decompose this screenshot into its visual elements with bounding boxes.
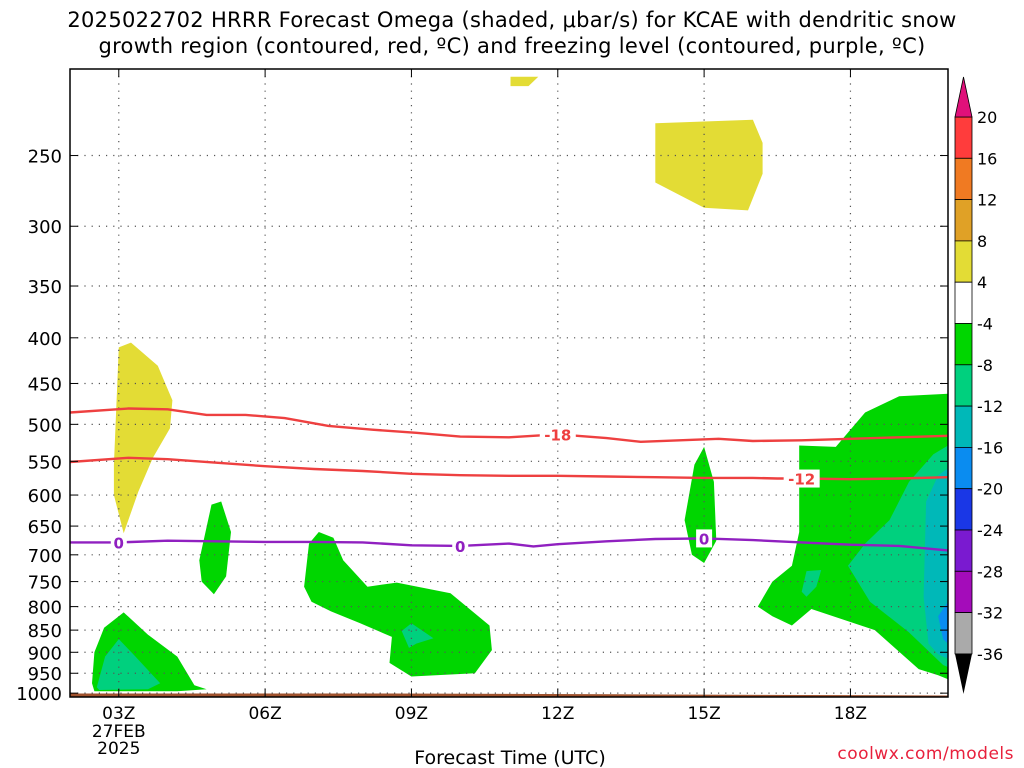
x-tick-label: 12Z — [541, 704, 574, 724]
chart-title-line-1: 2025022702 HRRR Forecast Omega (shaded, … — [67, 8, 957, 32]
contour-line-0 — [70, 537, 949, 552]
colorbar-top-arrow — [954, 76, 973, 118]
colorbar-label: -16 — [977, 438, 1003, 457]
y-tick-label: 500 — [28, 415, 62, 436]
x-tick-label: 09Z — [395, 704, 428, 724]
x-tick-sublabel: 2025 — [97, 739, 140, 759]
colorbar-segment — [954, 405, 973, 448]
omega-region-4..8 — [113, 342, 173, 534]
y-tick-label: 600 — [28, 486, 62, 507]
chart-title-line-2: growth region (contoured, red, ºC) and f… — [98, 34, 926, 58]
colorbar-segment — [954, 240, 973, 283]
y-tick-label: 850 — [28, 621, 62, 642]
y-tick-label: 900 — [28, 643, 62, 664]
y-tick-label: 750 — [28, 573, 62, 594]
ground-layer — [70, 693, 948, 697]
y-tick-label: 1000 — [16, 684, 62, 705]
colorbar-bottom-arrow — [955, 653, 972, 694]
contour-label--18: -18 — [544, 426, 571, 444]
contour-label--12: -12 — [788, 471, 815, 489]
contour-label-bg — [452, 536, 469, 555]
y-tick-label: 550 — [28, 452, 62, 473]
x-axis-label: Forecast Time (UTC) — [414, 747, 605, 768]
x-tick-label: 18Z — [834, 704, 867, 724]
x-tick-label: 03Z — [102, 704, 135, 724]
omega-region-4..8 — [510, 76, 539, 87]
contour-label-0: 0 — [114, 534, 124, 552]
colorbar-segment — [954, 364, 973, 407]
colorbar-label: 12 — [977, 191, 997, 210]
plot-frame — [69, 68, 949, 698]
colorbar: 20 16 12 8 4 -4 -8 -12 -16 -20 -24 -28 -32 -36 — [954, 76, 1003, 694]
contour-label-bg — [783, 469, 820, 488]
colorbar-label: 4 — [977, 273, 987, 292]
colorbar-segment — [954, 323, 973, 366]
contour-layer: -18 -12 0 0 0 — [69, 407, 949, 556]
omega-region--8..-12 — [401, 623, 434, 648]
colorbar-segment — [954, 529, 973, 572]
contour-label-0: 0 — [699, 530, 709, 548]
omega-region--8..-12 — [96, 639, 161, 690]
y-tick-label: 350 — [28, 277, 62, 298]
colorbar-segment — [954, 157, 973, 201]
colorbar-label: -32 — [977, 604, 1003, 623]
omega-region--8..-12 — [801, 570, 822, 597]
y-tick-label: 250 — [28, 147, 62, 168]
omega-region--8..-12 — [848, 445, 948, 668]
omega-region--16..-20 — [938, 601, 948, 644]
colorbar-label: -4 — [977, 315, 993, 334]
omega-region-4..8 — [655, 119, 763, 211]
contour-label-bg — [696, 529, 713, 548]
colorbar-label: -36 — [977, 645, 1003, 664]
y-tick-label: 450 — [28, 374, 62, 395]
colorbar-label: -12 — [977, 397, 1003, 416]
x-tick-sublabel: 27FEB — [92, 722, 146, 742]
colorbar-label: 16 — [977, 149, 997, 168]
ground-area — [70, 693, 948, 697]
y-tick-label: 300 — [28, 217, 62, 238]
colorbar-label: 8 — [977, 232, 987, 251]
colorbar-segment — [954, 116, 973, 159]
colorbar-label: -8 — [977, 356, 993, 375]
contour-line--18 — [69, 407, 949, 443]
x-tick-label: 15Z — [687, 704, 720, 724]
colorbar-segment — [954, 199, 973, 242]
colorbar-label: -28 — [977, 562, 1003, 581]
omega-region--4..-8 — [304, 532, 492, 677]
x-tick-label: 06Z — [248, 704, 281, 724]
contour-label-bg — [110, 533, 127, 552]
colorbar-segment — [954, 570, 973, 613]
axes-layer: 2503003504004505005506006507007508008509… — [16, 68, 949, 759]
colorbar-segment — [954, 446, 973, 490]
omega-region--4..-8 — [199, 501, 231, 595]
colorbar-segment — [954, 281, 973, 324]
y-tick-label: 800 — [28, 598, 62, 619]
omega-shading-layer — [92, 76, 948, 692]
colorbar-segment — [954, 612, 973, 655]
y-tick-label: 950 — [28, 664, 62, 685]
contour-label-0: 0 — [455, 538, 465, 556]
y-tick-label: 700 — [28, 546, 62, 567]
contour-label-bg — [539, 425, 576, 444]
colorbar-label: -20 — [977, 480, 1003, 499]
colorbar-label: 20 — [977, 108, 997, 127]
colorbar-label: -24 — [977, 521, 1003, 540]
y-tick-label: 650 — [28, 517, 62, 538]
y-tick-label: 400 — [28, 329, 62, 350]
credit-text: coolwx.com/models — [837, 744, 1014, 764]
colorbar-segment — [954, 488, 973, 531]
